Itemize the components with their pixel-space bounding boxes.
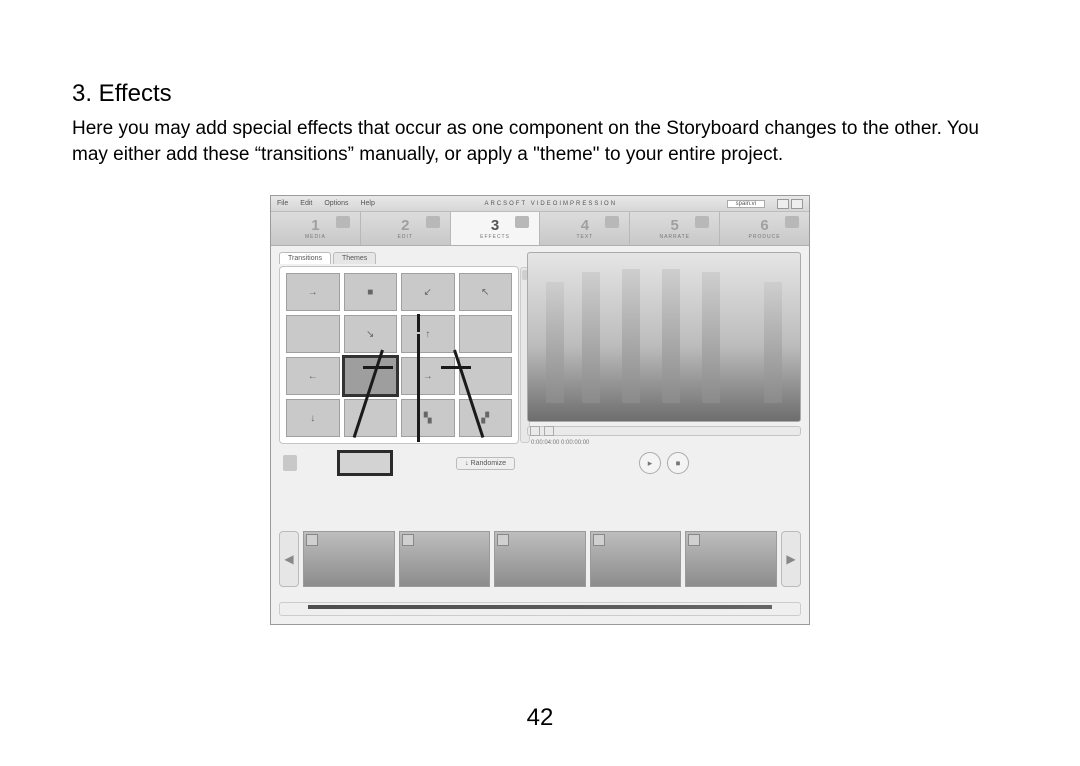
menu-edit[interactable]: Edit [300, 200, 312, 207]
effect-thumb[interactable] [286, 315, 340, 353]
step-produce[interactable]: 6PRODUCE [720, 212, 809, 245]
arrow-overlay [363, 366, 393, 369]
effect-thumb[interactable]: ↑ [401, 315, 455, 353]
effect-thumb[interactable]: → [286, 273, 340, 311]
effect-thumb[interactable]: ■ [344, 273, 398, 311]
preview-image [527, 252, 801, 422]
app-screenshot: File Edit Options Help ARCSOFT VIDEOIMPR… [270, 195, 810, 625]
strip-next-button[interactable]: ▶ [781, 531, 801, 587]
effect-thumb[interactable]: ↘ [344, 315, 398, 353]
project-filename: spain.vi [727, 200, 765, 208]
storyboard-clip[interactable] [399, 531, 491, 587]
effect-thumb[interactable]: ↓ [286, 399, 340, 437]
preview-scrubber[interactable] [527, 426, 801, 436]
effect-thumb[interactable]: ↖ [459, 273, 513, 311]
effects-panel: Transitions Themes →■↙↖↘↑←→↓▚▞ ↓ Randomi… [279, 252, 519, 476]
effects-grid: →■↙↖↘↑←→↓▚▞ [279, 266, 519, 444]
tab-themes[interactable]: Themes [333, 252, 376, 264]
text-icon [605, 216, 619, 228]
randomize-button[interactable]: ↓ Randomize [456, 457, 515, 470]
produce-icon [785, 216, 799, 228]
storyboard-strip: ◀ ▶ [279, 524, 801, 594]
arrow-overlay [417, 314, 420, 332]
effect-thumb[interactable] [344, 399, 398, 437]
storyboard-clip[interactable] [303, 531, 395, 587]
section-body: Here you may add special effects that oc… [72, 116, 1008, 167]
brand-label: ARCSOFT VIDEOIMPRESSION [387, 201, 715, 207]
step-text[interactable]: 4TEXT [540, 212, 630, 245]
timecode: 0:00:04:00 0:00:00:00 [527, 440, 801, 446]
trash-icon[interactable] [283, 455, 297, 471]
page-number: 42 [0, 704, 1080, 732]
preview-panel: 0:00:04:00 0:00:00:00 ▸ ⏹ [527, 252, 801, 476]
play-button[interactable]: ▸ [639, 452, 661, 474]
menu-file[interactable]: File [277, 200, 288, 207]
arrow-overlay [441, 366, 471, 369]
effect-thumb[interactable]: ← [286, 357, 340, 395]
effect-thumb[interactable]: ▚ [401, 399, 455, 437]
step-bar: 1MEDIA 2EDIT 3EFFECTS 4TEXT 5NARRATE 6PR… [271, 212, 809, 246]
arrow-overlay [417, 334, 420, 442]
menu-help[interactable]: Help [360, 200, 374, 207]
stop-button[interactable]: ⏹ [667, 452, 689, 474]
step-effects[interactable]: 3EFFECTS [451, 212, 541, 245]
apply-slot[interactable] [337, 450, 393, 476]
effect-thumb[interactable]: ↙ [401, 273, 455, 311]
minimize-icon[interactable] [777, 199, 789, 209]
effects-icon [515, 216, 529, 228]
menu-bar: File Edit Options Help ARCSOFT VIDEOIMPR… [271, 196, 809, 212]
window-buttons [777, 199, 803, 209]
media-icon [336, 216, 350, 228]
narrate-icon [695, 216, 709, 228]
timeline-bar[interactable] [279, 602, 801, 616]
storyboard-clip[interactable] [494, 531, 586, 587]
step-edit[interactable]: 2EDIT [361, 212, 451, 245]
close-icon[interactable] [791, 199, 803, 209]
section-heading: 3. Effects [72, 80, 1008, 108]
tab-transitions[interactable]: Transitions [279, 252, 331, 264]
effect-thumb[interactable]: → [401, 357, 455, 395]
menu-options[interactable]: Options [324, 200, 348, 207]
storyboard-clip[interactable] [590, 531, 682, 587]
edit-icon [426, 216, 440, 228]
strip-prev-button[interactable]: ◀ [279, 531, 299, 587]
step-media[interactable]: 1MEDIA [271, 212, 361, 245]
effect-thumb[interactable]: ▞ [459, 399, 513, 437]
storyboard-clip[interactable] [685, 531, 777, 587]
step-narrate[interactable]: 5NARRATE [630, 212, 720, 245]
effect-thumb[interactable] [459, 315, 513, 353]
